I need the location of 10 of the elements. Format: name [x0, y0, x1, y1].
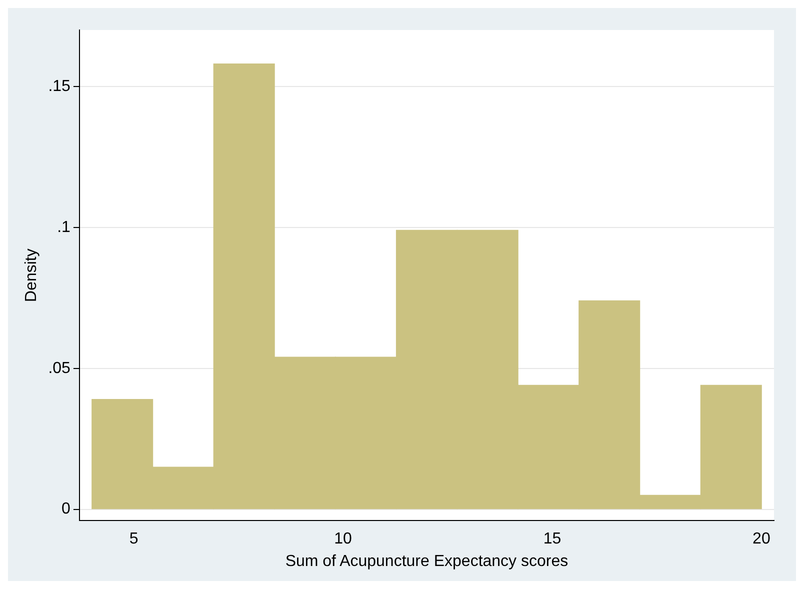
x-tick-label: 5	[129, 530, 138, 548]
y-tick-label: 0	[62, 500, 71, 518]
y-axis-title: Density	[23, 248, 40, 302]
x-tick-label: 15	[543, 530, 562, 548]
x-axis-title: Sum of Acupuncture Expectancy scores	[285, 552, 568, 570]
x-tick-label: 10	[334, 530, 352, 548]
y-tick-label: .05	[48, 360, 71, 377]
y-tick-label: .15	[48, 78, 71, 95]
x-tick-label: 20	[752, 530, 770, 548]
y-tick-label: .1	[57, 218, 71, 236]
